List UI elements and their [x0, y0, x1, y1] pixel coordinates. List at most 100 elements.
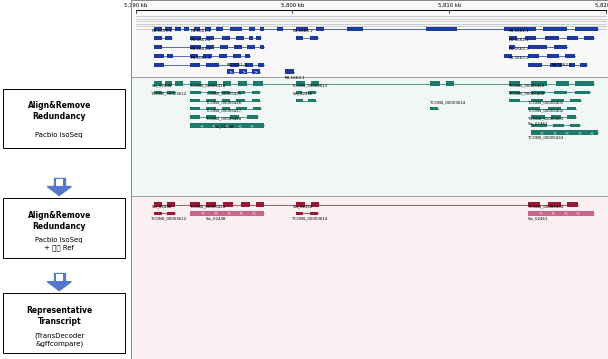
Bar: [309, 211, 317, 215]
Bar: [531, 123, 547, 127]
Bar: [222, 99, 230, 102]
Bar: [222, 107, 230, 111]
Bar: [252, 90, 260, 94]
Text: 5,820 kb: 5,820 kb: [595, 3, 608, 8]
Bar: [525, 36, 536, 39]
Bar: [295, 202, 305, 207]
FancyBboxPatch shape: [3, 89, 125, 148]
Bar: [528, 63, 542, 67]
Bar: [309, 36, 317, 39]
Text: <: <: [224, 123, 229, 128]
Bar: [252, 99, 260, 102]
Text: Sts_02460: Sts_02460: [292, 92, 313, 96]
Bar: [567, 115, 576, 118]
Text: PB.1662.5: PB.1662.5: [551, 63, 572, 67]
Bar: [53, 272, 66, 283]
Bar: [247, 45, 255, 48]
Bar: [579, 63, 587, 67]
Text: TCONS_00005401: TCONS_00005401: [528, 100, 563, 104]
Bar: [246, 55, 250, 58]
Bar: [528, 211, 593, 216]
Bar: [528, 202, 541, 207]
Text: Sts_02461: Sts_02461: [528, 122, 548, 126]
Text: <: <: [540, 130, 544, 135]
Text: PB.1662.4: PB.1662.4: [509, 56, 530, 60]
Bar: [175, 27, 181, 31]
Bar: [548, 107, 561, 111]
Text: >: >: [254, 69, 258, 74]
Bar: [227, 69, 235, 74]
Bar: [165, 36, 171, 39]
Text: PB.1661.2: PB.1661.2: [190, 38, 211, 42]
Bar: [446, 81, 454, 86]
Bar: [570, 123, 579, 127]
Text: <: <: [201, 211, 205, 216]
Bar: [570, 99, 581, 102]
Text: <: <: [251, 211, 255, 216]
Bar: [222, 36, 230, 39]
Bar: [545, 36, 559, 39]
Bar: [285, 69, 294, 74]
Text: TCONS_00005434: TCONS_00005434: [528, 135, 563, 139]
Bar: [277, 27, 283, 31]
Bar: [190, 36, 201, 39]
Bar: [206, 63, 219, 67]
Bar: [190, 63, 200, 67]
Text: <: <: [538, 211, 542, 216]
Bar: [531, 90, 545, 94]
Bar: [260, 27, 264, 31]
Bar: [154, 63, 164, 67]
Bar: [575, 90, 590, 94]
Bar: [184, 27, 189, 31]
Bar: [295, 90, 302, 94]
Bar: [206, 45, 214, 48]
Text: 5,810 kb: 5,810 kb: [438, 3, 461, 8]
Bar: [131, 0, 608, 359]
Bar: [233, 55, 241, 58]
Bar: [565, 55, 575, 58]
Bar: [190, 45, 201, 48]
Bar: [308, 90, 316, 94]
Bar: [154, 90, 162, 94]
Bar: [167, 202, 175, 207]
Bar: [56, 179, 63, 186]
Bar: [190, 55, 198, 58]
Bar: [548, 202, 561, 207]
Bar: [252, 69, 260, 74]
Bar: [190, 202, 200, 207]
Text: TCONS_00003612: TCONS_00003612: [151, 92, 187, 96]
Text: TCONS_00005425: TCONS_00005425: [206, 92, 241, 96]
Bar: [238, 81, 247, 86]
Text: TCONS_00003614: TCONS_00003614: [292, 217, 328, 221]
Text: <: <: [576, 211, 580, 216]
Bar: [295, 99, 303, 102]
Text: TCONS_00005424: TCONS_00005424: [190, 205, 226, 209]
Bar: [308, 99, 316, 102]
Bar: [509, 81, 520, 86]
Text: Align&Remove
Redundancy: Align&Remove Redundancy: [27, 211, 91, 231]
Bar: [216, 27, 223, 31]
Text: PB.1661.3: PB.1661.3: [190, 47, 211, 51]
Text: TCONS_00003612: TCONS_00003612: [151, 217, 187, 221]
Text: Sts_02461: Sts_02461: [528, 217, 548, 221]
Text: <: <: [250, 123, 254, 128]
Bar: [567, 36, 578, 39]
Bar: [554, 90, 567, 94]
Text: <: <: [212, 123, 216, 128]
Bar: [235, 45, 242, 48]
Bar: [222, 90, 230, 94]
Bar: [528, 107, 541, 111]
Text: PB.1660.2: PB.1660.2: [292, 29, 313, 33]
Bar: [154, 55, 164, 58]
Bar: [230, 27, 242, 31]
Bar: [257, 202, 264, 207]
Bar: [584, 36, 593, 39]
Bar: [175, 81, 182, 86]
Bar: [247, 115, 258, 118]
Bar: [165, 81, 171, 86]
Bar: [190, 123, 264, 128]
Bar: [547, 55, 559, 58]
Text: PB.1661.5: PB.1661.5: [227, 63, 247, 67]
Bar: [238, 90, 246, 94]
Polygon shape: [47, 187, 71, 195]
